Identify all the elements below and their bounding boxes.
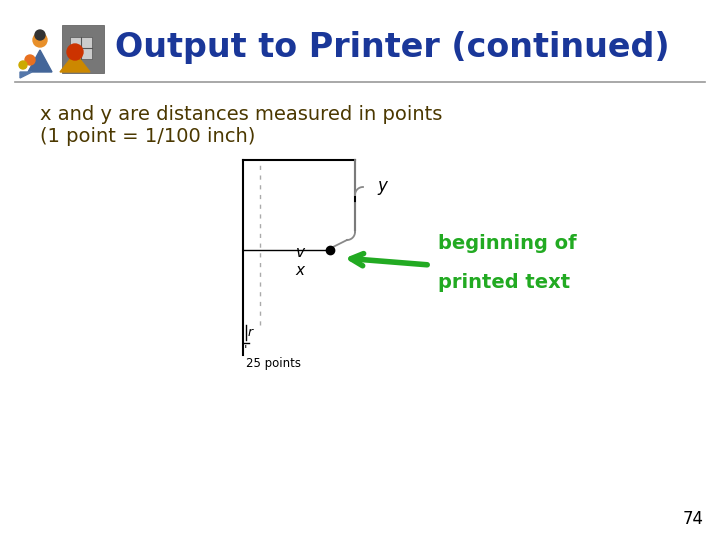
Circle shape bbox=[25, 55, 35, 65]
Circle shape bbox=[67, 44, 83, 60]
Text: printed text: printed text bbox=[438, 273, 570, 292]
Text: r: r bbox=[248, 327, 253, 340]
Text: y: y bbox=[377, 177, 387, 195]
Bar bbox=[62, 25, 104, 73]
Text: x and y are distances measured in points: x and y are distances measured in points bbox=[40, 105, 442, 124]
Polygon shape bbox=[28, 50, 52, 72]
Circle shape bbox=[35, 30, 45, 40]
Text: ': ' bbox=[244, 343, 248, 356]
Polygon shape bbox=[60, 53, 90, 72]
Circle shape bbox=[19, 61, 27, 69]
Text: 74: 74 bbox=[683, 510, 704, 528]
Text: 25 points: 25 points bbox=[246, 357, 301, 370]
Text: beginning of: beginning of bbox=[438, 234, 577, 253]
Text: x: x bbox=[295, 263, 305, 278]
Text: Output to Printer (continued): Output to Printer (continued) bbox=[115, 31, 670, 64]
Polygon shape bbox=[20, 72, 32, 78]
Text: v: v bbox=[295, 245, 305, 260]
Circle shape bbox=[33, 33, 47, 47]
Bar bbox=[70, 37, 92, 59]
Text: (1 point = 1/100 inch): (1 point = 1/100 inch) bbox=[40, 127, 256, 146]
